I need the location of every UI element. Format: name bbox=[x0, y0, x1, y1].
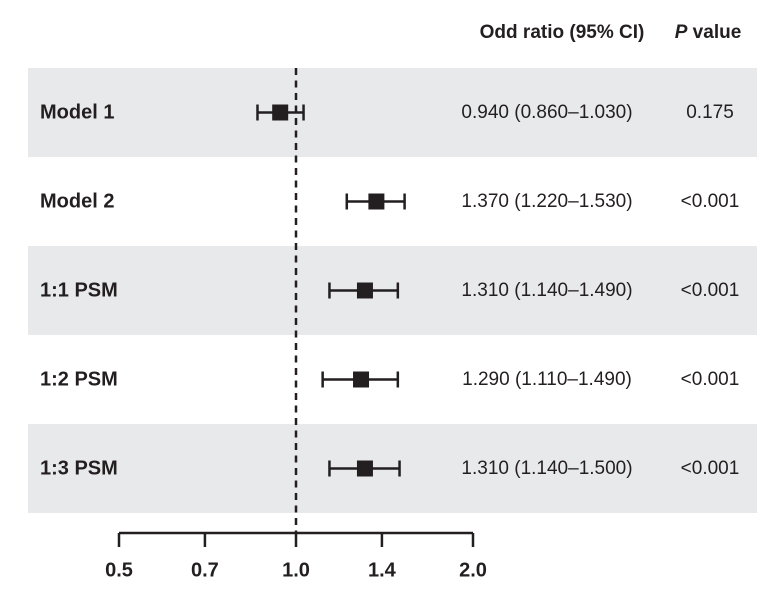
column-header-p-value: P value bbox=[675, 22, 742, 44]
odds-ratio-ci-value: 1.290 (1.110–1.490) bbox=[462, 368, 632, 390]
odds-ratio-ci-value: 0.940 (0.860–1.030) bbox=[461, 101, 633, 123]
ci-whisker bbox=[345, 193, 406, 210]
p-value-header-rest: value bbox=[687, 22, 742, 43]
row-label: 1:2 PSM bbox=[40, 368, 118, 390]
row-shaded-band bbox=[28, 68, 757, 157]
p-value: 0.175 bbox=[686, 101, 734, 123]
axis-tick-label: 0.5 bbox=[105, 559, 133, 581]
p-value: <0.001 bbox=[680, 190, 740, 212]
ci-whisker bbox=[321, 371, 400, 388]
row-shaded-band bbox=[28, 246, 757, 335]
point-estimate-marker bbox=[353, 371, 370, 388]
row-label: Model 2 bbox=[40, 190, 115, 212]
axis-tick-label: 0.7 bbox=[191, 559, 219, 581]
p-value: <0.001 bbox=[680, 368, 740, 390]
axis-tick-label: 1.4 bbox=[368, 559, 397, 581]
row-shaded-band bbox=[28, 424, 757, 513]
odds-ratio-ci-value: 1.310 (1.140–1.500) bbox=[461, 457, 633, 479]
row-label: 1:3 PSM bbox=[40, 457, 118, 479]
row-label: Model 1 bbox=[40, 101, 115, 123]
column-header-odds-ratio: Odd ratio (95% CI) bbox=[479, 22, 645, 43]
odds-ratio-ci-value: 1.310 (1.140–1.490) bbox=[461, 279, 633, 301]
p-value: <0.001 bbox=[680, 457, 740, 479]
p-value: <0.001 bbox=[680, 279, 740, 301]
axis-tick-label: 1.0 bbox=[282, 559, 310, 581]
x-axis: 0.5 0.7 1.0 1.4 2.0 bbox=[105, 531, 487, 581]
point-estimate-marker bbox=[368, 193, 385, 210]
p-value-header-italic-p: P bbox=[674, 22, 688, 43]
row-label: 1:1 PSM bbox=[40, 279, 118, 301]
odds-ratio-ci-value: 1.370 (1.220–1.530) bbox=[461, 190, 633, 212]
axis-tick-label: 2.0 bbox=[459, 559, 487, 581]
